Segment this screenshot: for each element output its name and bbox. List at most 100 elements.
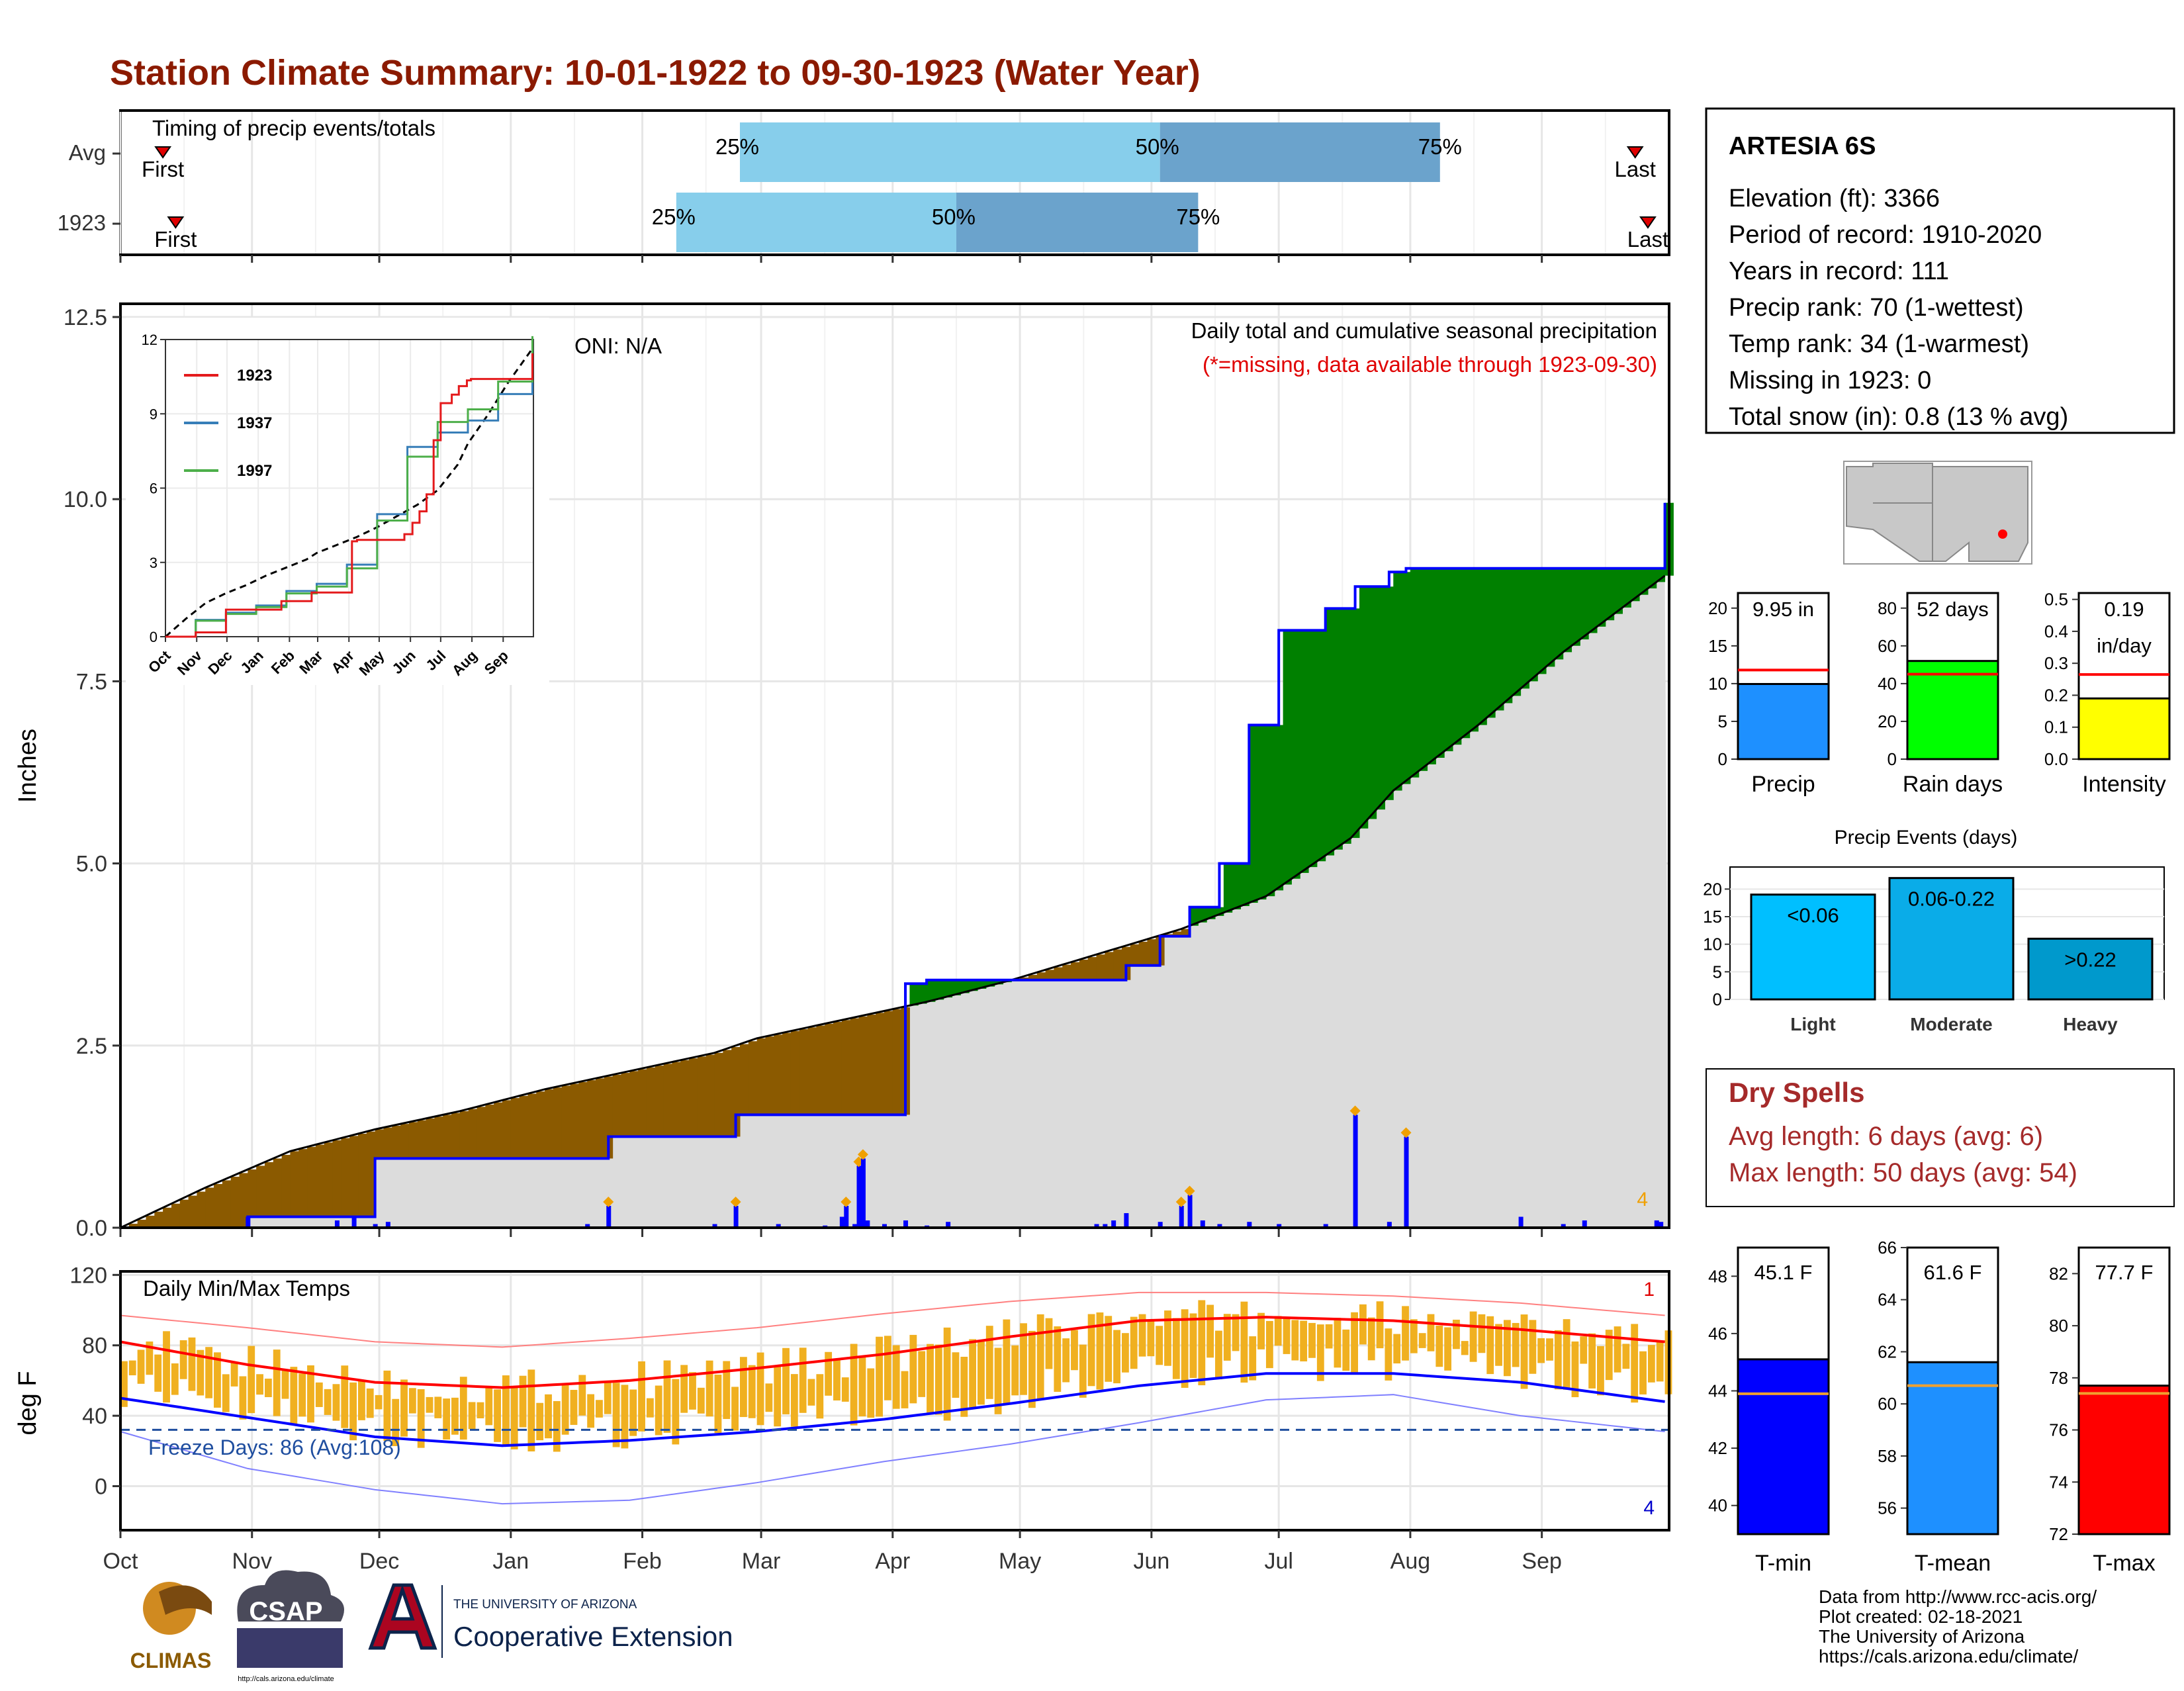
wet-surplus-strip: [1410, 568, 1420, 778]
dry-deficit-strip: [451, 1113, 461, 1159]
daily-temp-bar: [120, 1361, 128, 1407]
daily-precip-bar: [1187, 1195, 1193, 1228]
last-label: Last: [1615, 157, 1656, 181]
wet-surplus-strip: [1453, 568, 1462, 745]
events-bars: 0 5 10 15 20 <0.06 Light 0.06-0.22 Moderate >0.22…: [1703, 866, 2165, 1034]
station-line-6: Missing in 1923: 0: [1729, 367, 1931, 394]
dry-deficit-strip: [825, 1023, 834, 1115]
wet-surplus-strip: [1367, 586, 1377, 819]
wet-surplus-strip: [1605, 568, 1615, 621]
timing-q75-label: 75%: [1176, 205, 1220, 229]
daily-temp-bar: [1520, 1314, 1528, 1389]
daily-temp-bar: [1367, 1317, 1375, 1361]
daily-temp-bar: [1121, 1333, 1129, 1373]
daily-precip-bar: [1518, 1216, 1524, 1228]
dry-deficit-strip: [171, 1203, 181, 1228]
temp-bar-ytick-label: 76: [2049, 1420, 2068, 1440]
dry-deficit-strip: [536, 1091, 545, 1159]
wet-surplus-strip: [1308, 630, 1318, 868]
credit-4: https://cals.arizona.edu/climate/: [1819, 1646, 2078, 1667]
daily-temp-bar: [765, 1383, 773, 1412]
daily-temp-bar: [434, 1396, 442, 1418]
daily-temp-bar: [689, 1372, 696, 1410]
mini-value-bar: [2077, 697, 2171, 760]
dry-deficit-strip: [629, 1071, 639, 1137]
mini-chart-label: Rain days: [1903, 772, 2003, 797]
dry-deficit-strip: [723, 1050, 732, 1137]
precip-ylabel: Inches: [14, 729, 42, 803]
wet-surplus-strip: [1232, 863, 1241, 909]
dry-deficit-strip: [494, 1102, 503, 1159]
dry-deficit-strip: [799, 1029, 809, 1115]
wet-surplus-strip: [1265, 725, 1275, 897]
dry-deficit-strip: [392, 1125, 401, 1159]
temp-value-text: 77.7 F: [2095, 1261, 2154, 1284]
mini-value-text: 52 days: [1917, 598, 1989, 621]
temp-month-label: Sep: [1522, 1549, 1562, 1574]
daily-temp-bar: [315, 1382, 323, 1407]
dry-deficit-strip: [638, 1069, 647, 1137]
inset-avg-line: [165, 347, 533, 638]
daily-temp-bar: [663, 1360, 671, 1433]
summary-bar-charts: 0 5 10 15 20 9.95 in Precip 0 20 40 60 80 52 days Rai…: [1708, 590, 2171, 797]
daily-temp-bar: [536, 1402, 544, 1441]
dry-deficit-strip: [519, 1095, 528, 1159]
temp-bar-ytick-label: 58: [1878, 1446, 1897, 1466]
mini-ytick-label: 5: [1718, 711, 1727, 731]
daily-temp-bar: [179, 1340, 187, 1379]
dry-deficit-strip: [1028, 975, 1038, 980]
daily-temp-bar: [1597, 1346, 1604, 1396]
wet-surplus-strip: [1478, 568, 1487, 725]
daily-temp-bar: [748, 1365, 756, 1418]
wet-surplus-strip: [927, 980, 936, 1002]
daily-temp-bar: [1461, 1341, 1469, 1355]
temp-chart-label: T-min: [1755, 1551, 1811, 1576]
daily-temp-bar: [468, 1402, 476, 1430]
daily-temp-bar: [1105, 1316, 1113, 1382]
daily-temp-bar: [1249, 1336, 1257, 1381]
daily-precip-bar: [856, 1165, 862, 1228]
daily-precip-bar: [246, 1216, 251, 1228]
wet-surplus-strip: [1639, 568, 1649, 595]
daily-temp-bar: [1223, 1314, 1231, 1361]
wet-surplus-strip: [1520, 568, 1529, 689]
mini-value-text: 0.19: [2104, 598, 2144, 621]
temp-bar-ytick-label: 74: [2049, 1472, 2068, 1492]
station-line-1: Elevation (ft): 3366: [1729, 185, 1940, 212]
mini-ytick-label: 0.0: [2044, 749, 2068, 769]
temp-ytick-label: 80: [82, 1334, 107, 1359]
daily-temp-bar: [239, 1376, 247, 1420]
mini-ytick-label: 20: [1708, 598, 1727, 618]
precip-events-chart: Precip Events (days) 05101520<0.06Light0…: [1703, 827, 2165, 1034]
daily-temp-bar: [222, 1374, 230, 1412]
daily-temp-bar: [790, 1374, 798, 1427]
daily-temp-bar: [426, 1396, 433, 1413]
inset-legend-1997: 1997: [237, 462, 272, 480]
dry-deficit-strip: [1054, 967, 1063, 980]
daily-precip-bar: [1217, 1224, 1222, 1228]
wet-surplus-strip: [1529, 568, 1538, 682]
daily-temp-bar: [205, 1347, 213, 1398]
daily-precip-bar: [844, 1205, 849, 1228]
dry-deficit-strip: [748, 1041, 758, 1115]
daily-temp-bar: [1198, 1300, 1206, 1386]
dry-deficit-strip: [1105, 952, 1114, 980]
temp-month-label: Aug: [1390, 1549, 1431, 1574]
precip-ytick-label: 7.5: [76, 669, 107, 694]
dry-deficit-strip: [740, 1044, 749, 1115]
wet-surplus-strip: [969, 980, 978, 991]
mini-ytick-label: 0: [1718, 749, 1727, 769]
daily-temp-bar: [400, 1379, 408, 1437]
daily-precip-bar: [1404, 1136, 1409, 1228]
oni-label: ONI: N/A: [574, 334, 662, 358]
avg-cumulative-line: [120, 574, 1666, 1229]
daily-temp-bar: [570, 1390, 578, 1425]
temp-month-label: Apr: [875, 1549, 910, 1574]
dry-deficit-strip: [230, 1176, 240, 1228]
daily-temp-bar: [1283, 1317, 1291, 1354]
dry-deficit-strip: [655, 1066, 664, 1137]
dry-deficit-strip: [290, 1151, 299, 1217]
dry-deficit-strip: [332, 1140, 341, 1217]
uofa-small: THE UNIVERSITY OF ARIZONA: [453, 1598, 637, 1612]
daily-temp-bar: [1469, 1311, 1477, 1362]
